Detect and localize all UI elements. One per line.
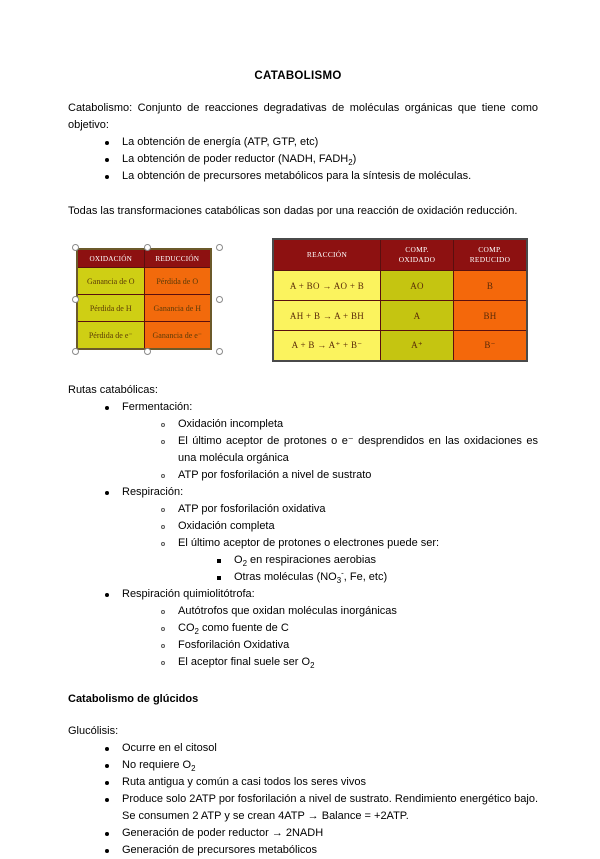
table-header-row: OXIDACIÓN REDUCCIÓN (76, 248, 212, 268)
table-cell: Ganancia de e⁻ (143, 321, 212, 350)
column-header-comp-reducido: COMP. REDUCIDO (453, 238, 528, 271)
ruta-label: Respiración quimiolitótrofa: (122, 588, 255, 600)
ruta-label: Fermentación: (122, 401, 193, 413)
aceptor-sublist: O2 en respiraciones aerobias Otras moléc… (214, 552, 538, 586)
oxidacion-reduccion-image[interactable]: OXIDACIÓN REDUCCIÓN Ganancia de O Pérdid… (72, 244, 223, 355)
list-item: ATP por fosforilación a nivel de sustrat… (158, 467, 538, 484)
rutas-label: Rutas catabólicas: (68, 384, 158, 396)
table-row: A + BO → AO + B AO B (272, 270, 528, 301)
selection-handle-middle-left[interactable] (72, 296, 79, 303)
table-cell: AH + B → A + BH (272, 300, 381, 331)
table-row: Pérdida de e⁻ Ganancia de e⁻ (76, 321, 212, 350)
list-item: Oxidación completa (158, 518, 538, 535)
list-item: No requiere O2 (102, 757, 538, 774)
table-oxidacion-reduccion: OXIDACIÓN REDUCCIÓN Ganancia de O Pérdid… (76, 248, 212, 350)
table-cell: A (380, 300, 454, 331)
table-cell: B⁻ (453, 330, 528, 362)
list-item: El último aceptor de protones o electron… (158, 535, 538, 586)
table-cell: Pérdida de O (143, 267, 212, 295)
list-item: La obtención de energía (ATP, GTP, etc) (102, 134, 538, 151)
intro-bullet-list: La obtención de energía (ATP, GTP, etc) … (102, 134, 538, 185)
column-header-comp-oxidado: COMP. OXIDADO (380, 238, 454, 271)
table-row: Pérdida de H Ganancia de H (76, 294, 212, 322)
table-row: AH + B → A + BH A BH (272, 300, 528, 331)
selection-handle-bottom-right[interactable] (216, 348, 223, 355)
respiracion-sublist: ATP por fosforilación oxidativa Oxidació… (158, 501, 538, 586)
list-item: Autótrofos que oxidan moléculas inorgáni… (158, 603, 538, 620)
list-item-quimiolitotrofa: Respiración quimiolitótrofa: Autótrofos … (102, 586, 538, 671)
list-item: Produce solo 2ATP por fosforilación a ni… (102, 791, 538, 825)
fermentacion-sublist: Oxidación incompleta El último aceptor d… (158, 416, 538, 484)
glucolisis-list: Ocurre en el citosol No requiere O2 Ruta… (102, 740, 538, 859)
rutas-list: Fermentación: Oxidación incompleta El úl… (102, 399, 538, 671)
list-item-respiracion: Respiración: ATP por fosforilación oxida… (102, 484, 538, 586)
list-item: Fosforilación Oxidativa (158, 637, 538, 654)
table-cell: AO (380, 270, 454, 301)
glucolisis-label: Glucólisis: (68, 725, 119, 737)
selection-handle-top-center[interactable] (144, 244, 151, 251)
table-cell: A + B → A⁺ + B⁻ (272, 330, 381, 362)
list-item: Generación de precursores metabólicos (102, 842, 538, 859)
selection-handle-top-right[interactable] (216, 244, 223, 251)
list-item: O2 en respiraciones aerobias (214, 552, 538, 569)
list-item-fermentacion: Fermentación: Oxidación incompleta El úl… (102, 399, 538, 484)
table-header-row: REACCIÓN COMP. OXIDADO COMP. REDUCIDO (272, 238, 528, 271)
column-header-oxidacion: OXIDACIÓN (76, 248, 145, 268)
selection-handle-bottom-left[interactable] (72, 348, 79, 355)
table-cell: Pérdida de e⁻ (76, 321, 145, 350)
list-item: La obtención de poder reductor (NADH, FA… (102, 151, 538, 168)
redox-paragraph: Todas las transformaciones catabólicas s… (68, 205, 518, 217)
table-row: A + B → A⁺ + B⁻ A⁺ B⁻ (272, 330, 528, 362)
intro-paragraph: Catabolismo: Conjunto de reacciones degr… (68, 102, 538, 131)
table-cell: A + BO → AO + B (272, 270, 381, 301)
quimiolitotrofa-sublist: Autótrofos que oxidan moléculas inorgáni… (158, 603, 538, 671)
ruta-label: Respiración: (122, 486, 184, 498)
table-cell: BH (453, 300, 528, 331)
selection-handle-top-left[interactable] (72, 244, 79, 251)
reacciones-image[interactable]: REACCIÓN COMP. OXIDADO COMP. REDUCIDO A … (272, 238, 528, 362)
table-cell: Pérdida de H (76, 294, 145, 322)
list-item: Generación de poder reductor → 2NADH (102, 825, 538, 842)
column-header-reaccion: REACCIÓN (272, 238, 381, 271)
list-item: Ruta antigua y común a casi todos los se… (102, 774, 538, 791)
table-cell: B (453, 270, 528, 301)
list-item: El aceptor final suele ser O2 (158, 654, 538, 671)
list-item: El último aceptor de protones o e⁻ despr… (158, 433, 538, 467)
column-header-reduccion: REDUCCIÓN (143, 248, 212, 268)
list-item: CO2 como fuente de C (158, 620, 538, 637)
list-item: Oxidación incompleta (158, 416, 538, 433)
selection-handle-middle-right[interactable] (216, 296, 223, 303)
header-line-1: COMP. (478, 245, 502, 254)
table-cell: Ganancia de H (143, 294, 212, 322)
page-title: CATABOLISMO (254, 70, 342, 82)
selection-handle-bottom-center[interactable] (144, 348, 151, 355)
list-item: La obtención de precursores metabólicos … (102, 168, 538, 185)
table-reacciones: REACCIÓN COMP. OXIDADO COMP. REDUCIDO A … (272, 238, 528, 362)
table-cell: A⁺ (380, 330, 454, 362)
figures-row: OXIDACIÓN REDUCCIÓN Ganancia de O Pérdid… (68, 232, 538, 366)
header-line-2: OXIDADO (398, 255, 436, 264)
list-item: ATP por fosforilación oxidativa (158, 501, 538, 518)
section-heading-glucidos: Catabolismo de glúcidos (68, 693, 199, 705)
header-line-1: COMP. (405, 245, 429, 254)
list-item: Ocurre en el citosol (102, 740, 538, 757)
table-cell: Ganancia de O (76, 267, 145, 295)
header-line-2: REDUCIDO (469, 255, 511, 264)
list-item: Otras moléculas (NO3-, Fe, etc) (214, 569, 538, 586)
table-row: Ganancia de O Pérdida de O (76, 267, 212, 295)
list-item-label: El último aceptor de protones o electron… (178, 537, 440, 549)
